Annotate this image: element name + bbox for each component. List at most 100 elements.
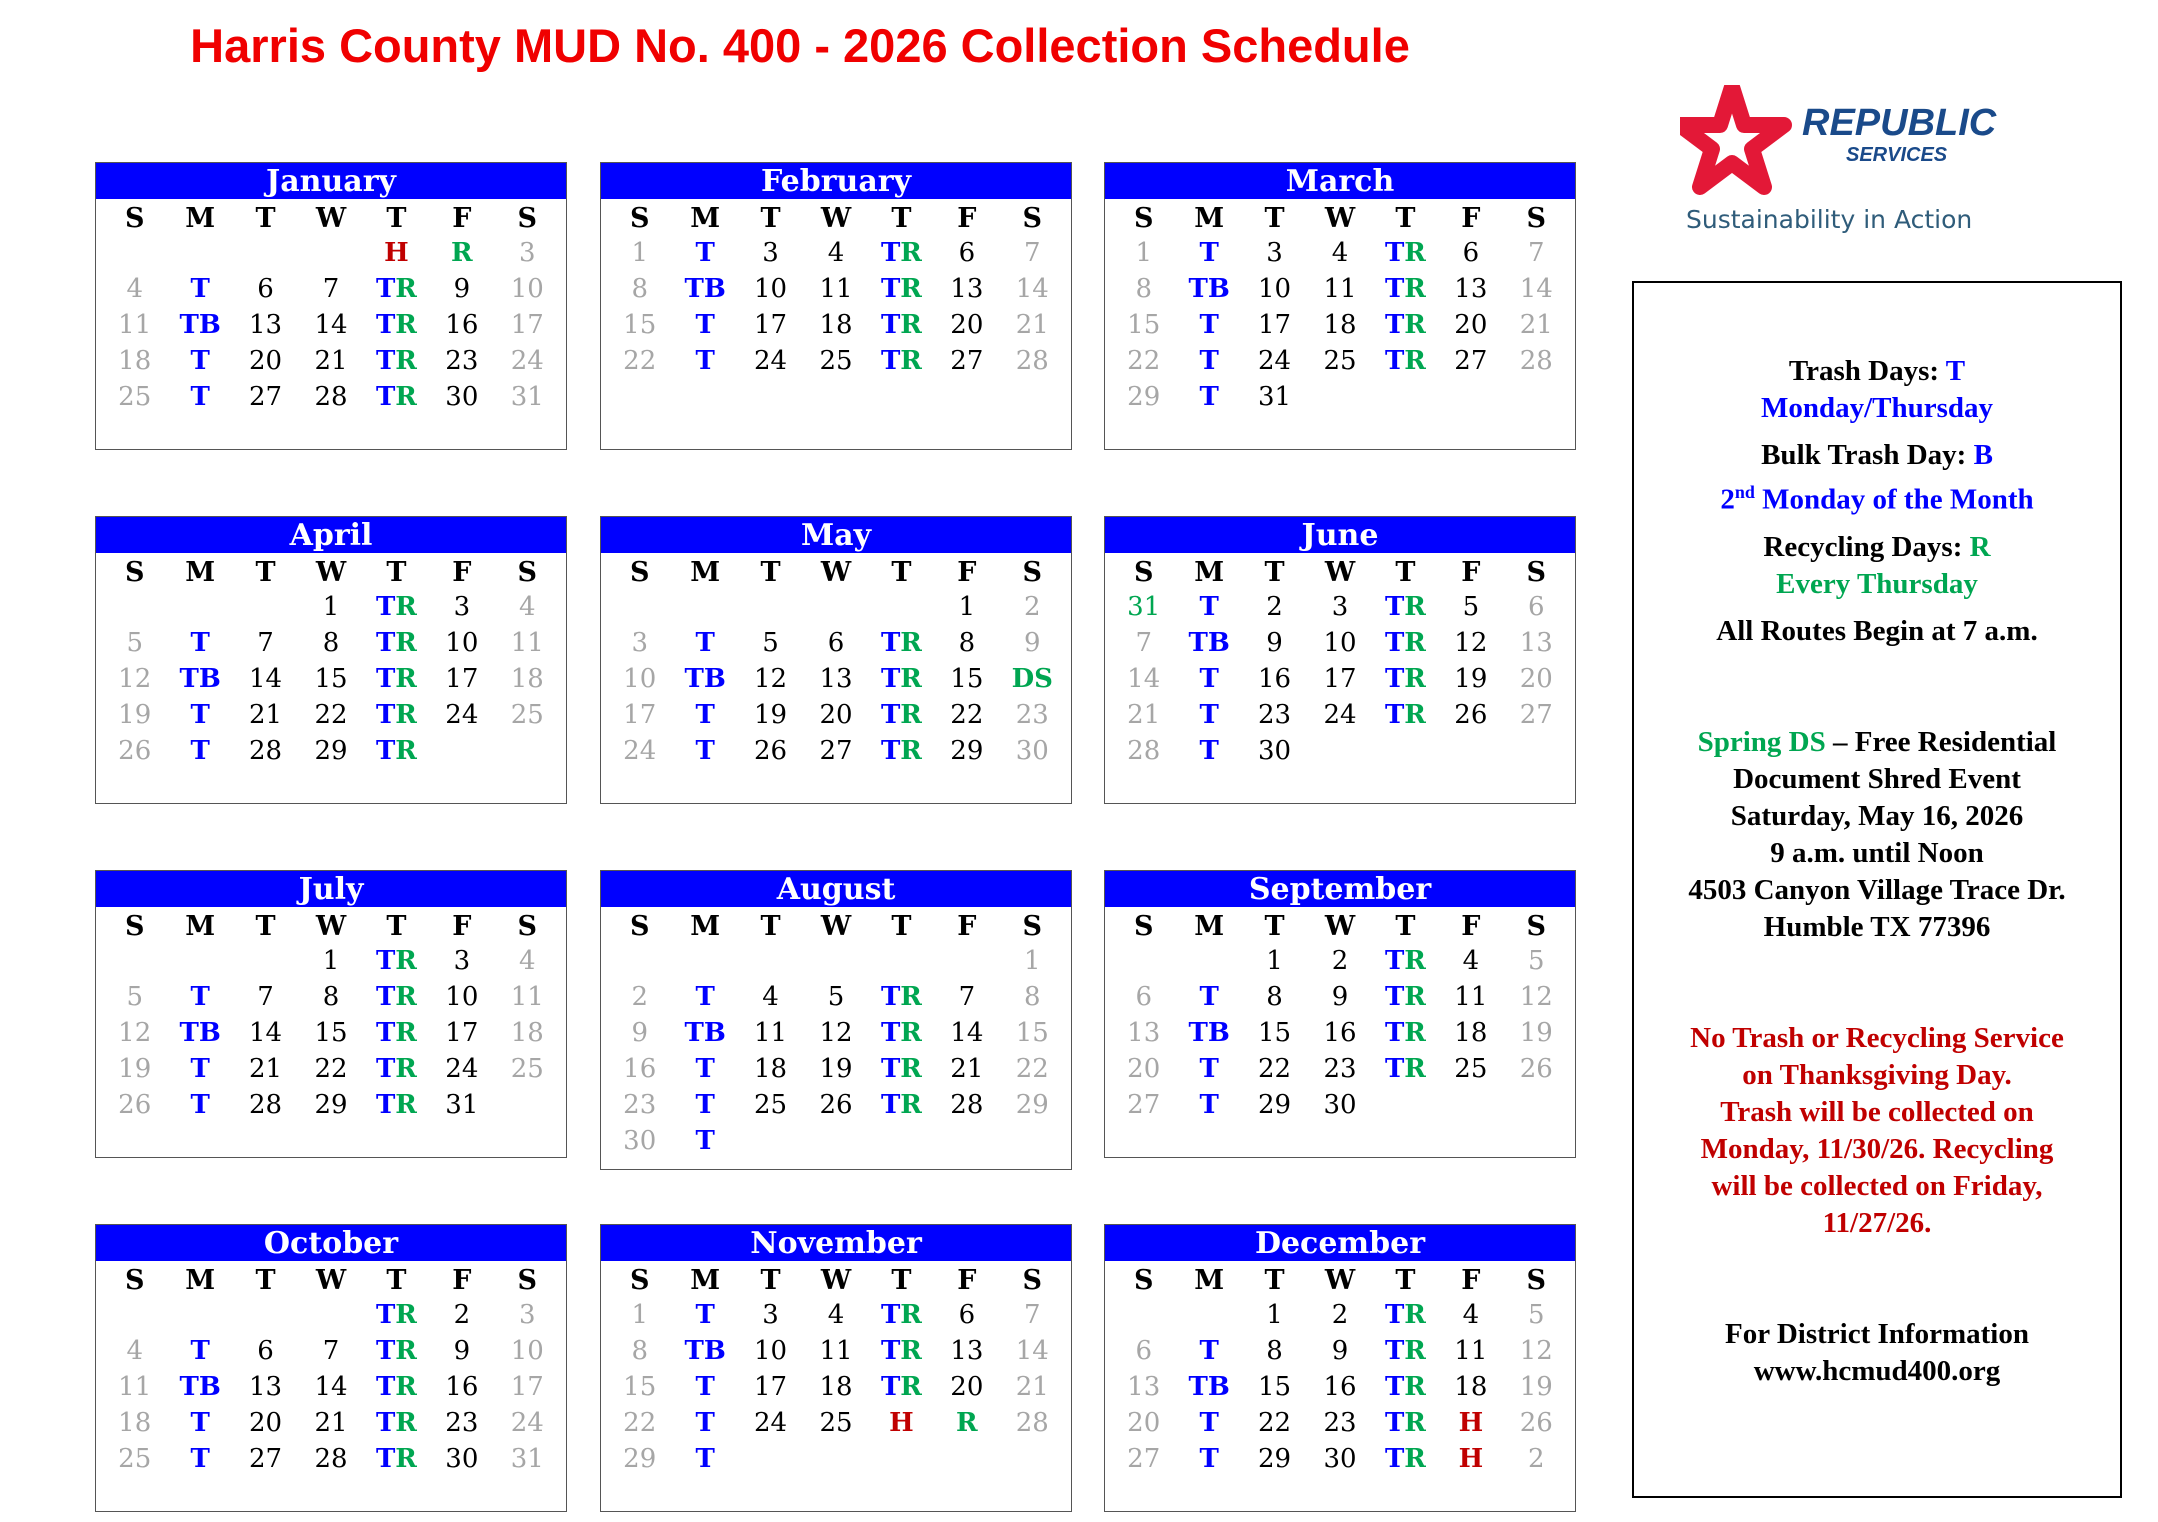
day-cell: 13 (249, 1372, 283, 1402)
trash-day-cell: TB (1188, 274, 1230, 304)
month-title: May (601, 517, 1071, 553)
day-cell: 25 (510, 700, 544, 730)
trash-mark: T (375, 700, 396, 730)
day-cell: 30 (1323, 1444, 1357, 1474)
trash-recycle-day-cell: TR (364, 1051, 429, 1087)
empty-cell (495, 1087, 560, 1123)
trash-day-cell: T (190, 1054, 210, 1084)
recycle-mark: R (395, 1018, 417, 1048)
month-september: September S M T W T F S 1 2 TR 4 5 6 T 8 9 TR 11 12 13 TB 15 16… (1104, 870, 1576, 1158)
trash-recycle-day-cell: TR (364, 1333, 429, 1369)
trash-mark: T (1384, 1054, 1405, 1084)
trash-recycle-day-cell: TR (869, 343, 934, 379)
empty-cell (495, 733, 560, 769)
day-cell: 9 (453, 274, 471, 304)
weekday-header: M (1194, 911, 1225, 942)
trash-recycle-day-cell: TR (1373, 343, 1438, 379)
weekday-header: W (1324, 203, 1356, 234)
trash-mark: T (375, 346, 396, 376)
day-cell: 20 (1127, 1054, 1161, 1084)
day-cell: 21 (950, 1054, 984, 1084)
trash-recycle-day-cell: TR (1373, 1333, 1438, 1369)
day-cell: 25 (754, 1090, 788, 1120)
day-cell: 15 (623, 310, 657, 340)
day-cell: 21 (249, 1054, 283, 1084)
day-cell: 3 (519, 238, 536, 268)
trash-day-cell: TB (1188, 1018, 1230, 1048)
weekday-header: T (386, 911, 407, 942)
empty-cell (1000, 1441, 1065, 1477)
empty-cell (1504, 379, 1569, 415)
trash-mark: T (880, 700, 901, 730)
month-july: July S M T W T F S 1 TR 3 4 5 T 7 8 TR 10 11 12 TB 14 15 TR 17 18… (95, 870, 567, 1158)
day-cell: 8 (631, 1336, 648, 1366)
contact-url[interactable]: www.hcmud400.org (1753, 1354, 2001, 1387)
trash-day-cell: TB (684, 1018, 726, 1048)
empty-cell (1000, 1123, 1065, 1159)
trash-day-cell: T (190, 274, 210, 304)
day-cell: 22 (623, 346, 657, 376)
trash-mark: T (375, 1018, 396, 1048)
empty-cell (934, 1441, 999, 1477)
holiday-cell: H (1458, 1408, 1484, 1438)
trash-day-cell: T (1199, 1054, 1219, 1084)
day-cell: 24 (445, 700, 479, 730)
weekday-header: S (517, 1265, 538, 1296)
event-code: Spring DS (1697, 725, 1826, 758)
day-cell: 23 (445, 1408, 479, 1438)
trash-recycle-day-cell: TR (869, 271, 934, 307)
day-cell: 2 (1331, 946, 1349, 976)
trash-day-cell: TB (684, 1336, 726, 1366)
day-cell: 7 (322, 1336, 340, 1366)
recycle-code: R (1969, 530, 1991, 563)
day-cell: 22 (1258, 1054, 1292, 1084)
day-cell: 6 (958, 238, 976, 268)
event-line: Saturday, May 16, 2026 (1730, 799, 2024, 832)
recycle-mark: R (1404, 274, 1426, 304)
month-november: November S M T W T F S 1 T 3 4 TR 6 7 8 TB 10 11 TR 13 14 15 T 1… (600, 1224, 1072, 1512)
day-cell: 10 (445, 628, 479, 658)
weekday-header: T (891, 911, 912, 942)
day-cell: 31 (1258, 382, 1292, 412)
trash-mark: T (880, 1336, 901, 1366)
trash-day-cell: T (695, 1054, 715, 1084)
month-october: October S M T W T F S TR 2 3 4 T 6 7 TR 9 10 11 TB 13 14 TR 16 1… (95, 1224, 567, 1512)
day-cell: 2 (453, 1300, 471, 1330)
weekday-header: M (690, 1265, 721, 1296)
day-cell: 11 (1323, 274, 1357, 304)
day-cell: 3 (519, 1300, 536, 1330)
day-cell: 25 (1454, 1054, 1488, 1084)
trash-recycle-day-cell: TR (1373, 1369, 1438, 1405)
day-cell: 7 (1528, 238, 1545, 268)
day-cell: 6 (1135, 982, 1152, 1012)
recycle-mark: R (900, 238, 922, 268)
day-cell: 11 (1454, 982, 1488, 1012)
weekday-header: S (124, 557, 145, 588)
day-cell: 31 (1127, 592, 1161, 622)
weekday-header: T (1395, 203, 1416, 234)
weekday-header: S (629, 557, 650, 588)
day-cell: 20 (1519, 664, 1553, 694)
recycle-mark: R (1404, 664, 1426, 694)
day-cell: 3 (762, 238, 779, 268)
recycle-mark: R (900, 1372, 922, 1402)
trash-day-cell: T (695, 1300, 715, 1330)
shred-event-cell: DS (1011, 664, 1053, 694)
weekday-header: W (820, 557, 852, 588)
day-cell: 3 (453, 592, 471, 622)
trash-mark: T (375, 1054, 396, 1084)
day-cell: 1 (1266, 946, 1283, 976)
day-cell: 28 (1015, 346, 1049, 376)
day-cell: 31 (510, 1444, 544, 1474)
day-cell: 18 (754, 1054, 788, 1084)
month-title: July (96, 871, 566, 907)
month-grid: S M T W T F S 1 T 3 4 TR 6 7 8 TB 10 11 TR 13 14 15 T 17 18 TR 20 2… (601, 1261, 1071, 1477)
day-cell: 19 (754, 700, 788, 730)
svg-text:SERVICES: SERVICES (1846, 144, 1948, 166)
empty-cell (738, 589, 803, 625)
weekday-header: S (124, 203, 145, 234)
weekday-header: W (1324, 557, 1356, 588)
trash-mark: T (1384, 274, 1405, 304)
day-cell: 22 (950, 700, 984, 730)
day-cell: 24 (445, 1054, 479, 1084)
